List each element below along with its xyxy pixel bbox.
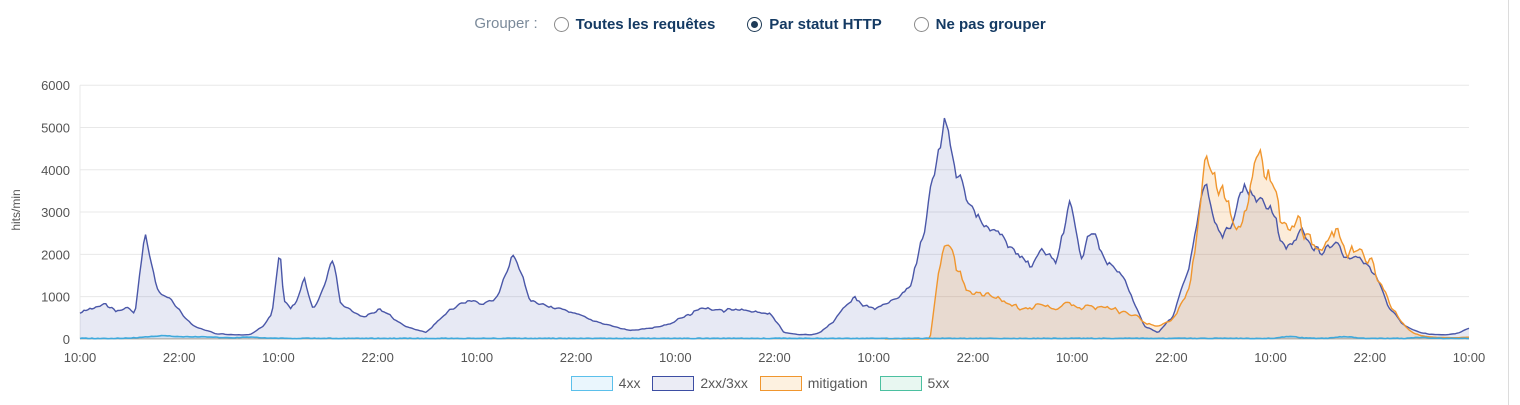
svg-text:3000: 3000 (41, 205, 70, 220)
svg-text:22:00: 22:00 (560, 350, 593, 365)
svg-text:22:00: 22:00 (758, 350, 791, 365)
svg-text:22:00: 22:00 (1354, 350, 1387, 365)
svg-text:10:00: 10:00 (262, 350, 295, 365)
svg-text:2000: 2000 (41, 247, 70, 262)
svg-text:1000: 1000 (41, 290, 70, 305)
svg-text:6000: 6000 (41, 78, 70, 93)
svg-text:5000: 5000 (41, 120, 70, 135)
svg-text:10:00: 10:00 (64, 350, 97, 365)
svg-text:10:00: 10:00 (857, 350, 890, 365)
svg-text:10:00: 10:00 (1254, 350, 1287, 365)
svg-text:4000: 4000 (41, 163, 70, 178)
svg-text:hits/min: hits/min (9, 189, 23, 230)
svg-text:22:00: 22:00 (361, 350, 394, 365)
svg-text:22:00: 22:00 (1155, 350, 1188, 365)
svg-text:22:00: 22:00 (957, 350, 990, 365)
svg-text:10:00: 10:00 (461, 350, 494, 365)
svg-text:10:00: 10:00 (1453, 350, 1486, 365)
svg-text:0: 0 (63, 332, 70, 347)
svg-text:10:00: 10:00 (1056, 350, 1089, 365)
svg-text:22:00: 22:00 (163, 350, 196, 365)
svg-text:10:00: 10:00 (659, 350, 692, 365)
